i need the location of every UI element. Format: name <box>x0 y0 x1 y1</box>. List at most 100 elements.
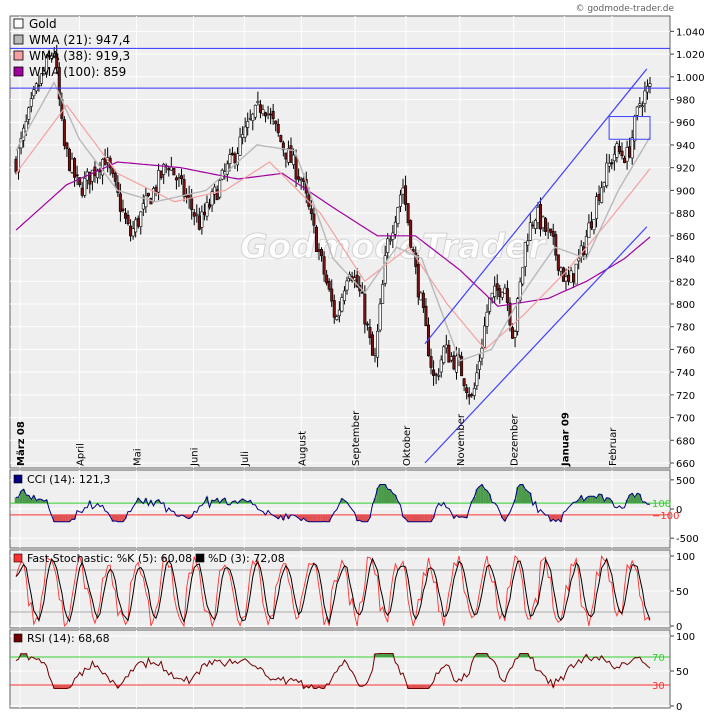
price-tick-label: 880 <box>676 209 695 220</box>
candle-body <box>136 218 140 227</box>
rsi-level-label: 30 <box>652 681 665 692</box>
candle-body <box>215 189 219 201</box>
price-tick-label: 820 <box>676 277 695 288</box>
candle-body <box>485 311 489 327</box>
grid-lines <box>10 16 670 708</box>
candle-body <box>34 83 38 92</box>
candle-body <box>386 238 390 254</box>
month-label: September <box>351 410 362 466</box>
highlight-box <box>608 116 651 140</box>
candle-body <box>39 73 43 84</box>
candle-body <box>503 287 507 294</box>
candle-body <box>470 394 474 396</box>
candle-body <box>623 157 627 164</box>
candle-body <box>429 356 433 368</box>
candle-body <box>493 285 497 297</box>
candle-body <box>373 353 377 356</box>
candle-body <box>129 225 133 237</box>
candle-body <box>567 274 571 282</box>
candle-body <box>551 231 555 237</box>
month-label: Januar 09 <box>560 412 571 467</box>
candle-body <box>577 257 581 262</box>
candle-body <box>169 166 173 171</box>
candle-body <box>90 169 94 182</box>
candle-body <box>238 136 242 156</box>
candle-body <box>320 248 324 257</box>
copyright: © godmode-trader.de <box>575 4 674 14</box>
candle-body <box>477 360 481 370</box>
candle-body <box>159 170 163 179</box>
candle-body <box>383 255 387 284</box>
candle-body <box>134 219 138 233</box>
candle-body <box>75 174 79 177</box>
candle-body <box>274 120 278 125</box>
candle-body <box>281 142 285 151</box>
month-label: August <box>297 431 308 466</box>
candle-body <box>218 180 222 198</box>
candle-body <box>554 234 558 256</box>
candle-body <box>32 89 36 97</box>
candle-body <box>144 195 148 208</box>
candle-body <box>172 168 176 176</box>
candle-body <box>620 150 624 157</box>
candle-body <box>638 103 642 106</box>
month-label: Dezember <box>510 414 521 466</box>
candle-body <box>645 86 649 93</box>
candle-body <box>67 148 71 171</box>
candle-body <box>404 185 408 205</box>
candle-body <box>447 344 451 363</box>
month-label: Juni <box>190 448 201 467</box>
cci-line <box>15 483 651 523</box>
rsi-tick-label: 100 <box>676 632 695 643</box>
candle-body <box>556 254 560 271</box>
legend-swatch <box>13 66 24 77</box>
candle-body <box>643 90 647 104</box>
candle-body <box>233 153 237 164</box>
candle-body <box>62 119 66 146</box>
rsi-legend-swatch <box>13 633 23 643</box>
cci-legend-swatch <box>13 474 23 484</box>
rsi-level-label: 70 <box>652 653 665 664</box>
candle-body <box>177 177 181 179</box>
candle-body <box>312 213 316 226</box>
candle-body <box>228 154 232 164</box>
trend-channel-line <box>424 68 648 345</box>
candle-body <box>628 146 632 158</box>
candle-body <box>182 179 186 197</box>
cci-tick-label: -500 <box>676 534 699 545</box>
legend-label: Gold <box>29 17 57 31</box>
candle-body <box>45 57 49 75</box>
candle-body <box>116 182 120 193</box>
candle-body <box>381 284 385 304</box>
candle-body <box>546 228 550 231</box>
month-label: April <box>75 443 86 466</box>
candle-body <box>253 104 257 118</box>
candle-body <box>500 292 504 298</box>
candle-body <box>258 104 262 113</box>
candle-body <box>528 222 532 241</box>
candle-body <box>37 84 41 87</box>
candle-body <box>635 106 639 116</box>
candle-body <box>14 158 18 173</box>
candle-body <box>521 267 525 285</box>
price-tick-label: 720 <box>676 391 695 402</box>
candle-body <box>195 213 199 216</box>
candle-body <box>574 263 578 285</box>
indicator-plots: 100−100 70 30 <box>10 483 679 692</box>
candle-body <box>126 214 130 225</box>
candle-body <box>600 187 604 203</box>
candle-body <box>498 288 502 297</box>
candle-body <box>516 298 520 332</box>
candle-body <box>388 239 392 242</box>
candle-body <box>482 325 486 348</box>
legend-label: WMA (21): 947,4 <box>29 33 130 47</box>
candle-body <box>264 112 268 117</box>
candle-body <box>615 143 619 158</box>
stoch-k-legend-swatch <box>13 553 23 563</box>
price-tick-label: 740 <box>676 368 695 379</box>
candle-body <box>197 215 201 230</box>
candle-body <box>131 228 135 237</box>
candle-body <box>297 176 301 180</box>
